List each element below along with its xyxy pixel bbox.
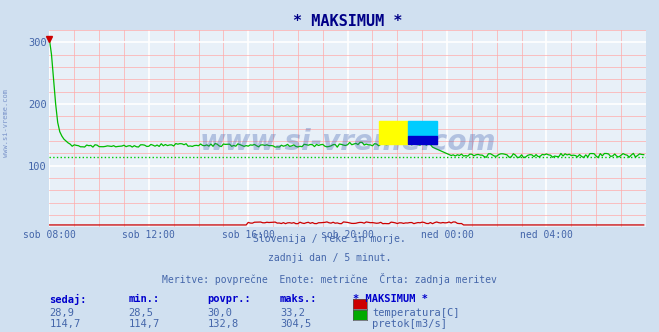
Text: * MAKSIMUM *: * MAKSIMUM * [353, 294, 428, 304]
Text: 114,7: 114,7 [49, 319, 80, 329]
Text: zadnji dan / 5 minut.: zadnji dan / 5 minut. [268, 253, 391, 263]
Text: 114,7: 114,7 [129, 319, 159, 329]
Text: Slovenija / reke in morje.: Slovenija / reke in morje. [253, 234, 406, 244]
Text: temperatura[C]: temperatura[C] [372, 308, 460, 318]
Text: 33,2: 33,2 [280, 308, 305, 318]
Text: sedaj:: sedaj: [49, 294, 87, 305]
Text: 304,5: 304,5 [280, 319, 311, 329]
Bar [408, 121, 437, 136]
Text: 28,5: 28,5 [129, 308, 154, 318]
Text: pretok[m3/s]: pretok[m3/s] [372, 319, 447, 329]
Text: Meritve: povprečne  Enote: metrične  Črta: zadnja meritev: Meritve: povprečne Enote: metrične Črta:… [162, 273, 497, 285]
Title: * MAKSIMUM *: * MAKSIMUM * [293, 14, 403, 29]
Text: povpr.:: povpr.: [208, 294, 251, 304]
Text: www.si-vreme.com: www.si-vreme.com [200, 128, 496, 156]
Bar [408, 136, 437, 144]
Text: 30,0: 30,0 [208, 308, 233, 318]
Text: maks.:: maks.: [280, 294, 318, 304]
Bar [379, 121, 408, 144]
Text: www.si-vreme.com: www.si-vreme.com [3, 89, 9, 157]
Text: min.:: min.: [129, 294, 159, 304]
Text: 132,8: 132,8 [208, 319, 239, 329]
Text: 28,9: 28,9 [49, 308, 74, 318]
